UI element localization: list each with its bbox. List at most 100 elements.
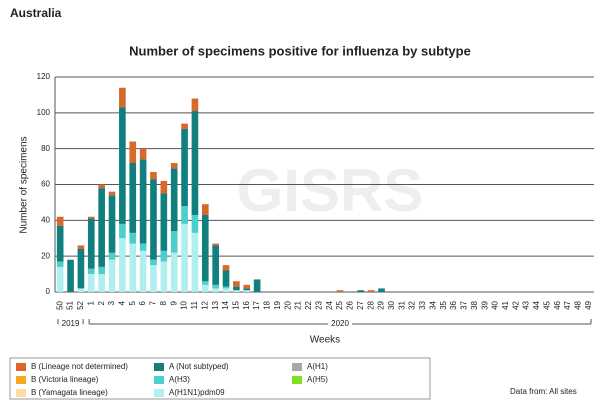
x-tick-label: 19 (273, 300, 282, 309)
bar-segment (56, 225, 64, 262)
x-tick-label: 40 (491, 300, 500, 309)
bar-segment (357, 290, 365, 292)
bar-segment (87, 268, 95, 275)
bar-segment (150, 259, 157, 266)
chart-title: Number of specimens positive for influen… (129, 43, 471, 58)
bar-segment (56, 216, 64, 226)
year-label: 2019 (62, 319, 80, 328)
bar-segment (212, 243, 219, 246)
bar-segment (119, 238, 126, 292)
bar-segment (170, 231, 178, 253)
bar-segment (139, 250, 147, 292)
x-tick-label: 26 (346, 300, 355, 309)
x-tick-label: 12 (200, 300, 209, 309)
bar-segment (212, 245, 219, 285)
source-note: Data from: All sites (510, 387, 577, 396)
bar-segment (170, 252, 178, 292)
year-label-bg (58, 319, 83, 329)
x-tick-label: 42 (511, 300, 520, 309)
bar-segment (139, 243, 147, 251)
bar-segment (170, 168, 178, 232)
y-tick-label: 80 (41, 144, 50, 153)
bar-segment (108, 195, 116, 253)
bar-segment (201, 284, 209, 292)
year-label: 2020 (331, 319, 349, 328)
y-tick-label: 40 (41, 215, 50, 224)
x-tick-label: 14 (221, 300, 230, 309)
bar-segment (181, 223, 188, 292)
bar-segment (181, 206, 188, 224)
bar-segment (87, 274, 95, 292)
legend-swatch (154, 389, 164, 397)
bar-segment (212, 288, 219, 292)
x-tick-label: 23 (314, 300, 323, 309)
x-tick-label: 16 (242, 300, 251, 309)
x-tick-label: 47 (563, 300, 572, 309)
bar-segment (129, 141, 137, 163)
bar-segment (222, 270, 230, 287)
bar-segment (243, 288, 251, 291)
x-tick-label: 11 (190, 300, 199, 309)
bar-segment (378, 288, 385, 292)
legend-swatch (16, 376, 26, 384)
bar-segment (336, 290, 344, 292)
x-tick-label: 7 (149, 300, 158, 305)
bar-segment (56, 266, 64, 292)
x-tick-label: 25 (335, 300, 344, 309)
x-tick-label: 37 (460, 300, 469, 309)
x-axis-label: Weeks (310, 335, 340, 346)
bar-segment (98, 274, 105, 292)
bar-segment (119, 87, 126, 108)
bar-segment (222, 288, 230, 292)
bar-segment (139, 148, 147, 160)
x-tick-label: 50 (55, 300, 64, 309)
bar-segment (108, 252, 116, 260)
x-tick-label: 44 (532, 300, 541, 309)
y-tick-label: 100 (37, 108, 51, 117)
bar-segment (77, 245, 85, 249)
watermark: GISRS (237, 157, 424, 224)
bar-segment (170, 163, 178, 169)
bar-segment (98, 266, 105, 275)
bar-segment (222, 265, 230, 271)
bar-segment (119, 107, 126, 224)
legend-swatch (154, 363, 164, 371)
legend-box (9, 357, 431, 400)
legend-label: A(H5) (307, 375, 328, 384)
bar-segment (150, 179, 157, 260)
bar-segment (201, 204, 209, 215)
bar-segment (160, 193, 168, 251)
bar-segment (129, 232, 137, 244)
bar-segment (150, 265, 157, 292)
bar-segment (108, 191, 116, 196)
x-tick-label: 24 (325, 300, 334, 309)
y-tick-label: 20 (41, 251, 50, 260)
bar-segment (108, 259, 116, 292)
legend-label: B (Victoria lineage) (31, 375, 99, 384)
x-tick-label: 32 (408, 300, 417, 309)
x-tick-label: 10 (180, 300, 189, 309)
x-tick-label: 45 (542, 300, 551, 309)
bar-segment (191, 111, 199, 215)
bar-segment (233, 286, 240, 291)
legend-swatch (154, 376, 164, 384)
bar-segment (56, 261, 64, 267)
bar-segment (243, 290, 251, 292)
y-tick-label: 60 (41, 180, 50, 189)
y-tick-label: 0 (46, 287, 51, 296)
bar-segment (67, 259, 74, 292)
x-tick-label: 30 (387, 300, 396, 309)
bar-segment (367, 290, 375, 292)
x-tick-label: 46 (553, 300, 562, 309)
bar-segment (201, 281, 209, 285)
y-tick-label: 120 (37, 72, 51, 81)
bar-segment (181, 123, 188, 129)
x-tick-label: 4 (117, 300, 126, 305)
x-tick-label: 34 (428, 300, 437, 309)
x-tick-label: 8 (159, 300, 168, 305)
legend-swatch (292, 363, 302, 371)
bar-segment (129, 243, 137, 292)
x-tick-label: 1 (86, 300, 95, 305)
x-tick-label: 35 (439, 300, 448, 309)
x-tick-label: 48 (574, 300, 583, 309)
